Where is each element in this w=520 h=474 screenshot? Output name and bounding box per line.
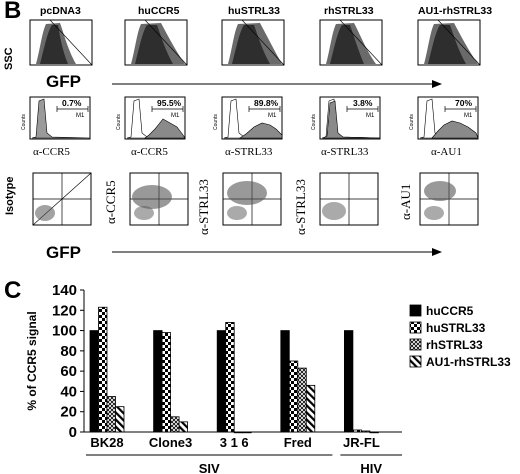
bar-huccr5 <box>89 330 99 433</box>
ssc-plot-4 <box>319 19 383 66</box>
bar-rhstrl33 <box>233 431 244 434</box>
x-category-label: JR-FL <box>343 435 380 450</box>
x-category-label: BK28 <box>90 435 123 450</box>
hist-2-ylabel: Counts <box>116 114 122 130</box>
bar-hustrl33 <box>352 429 362 433</box>
dotplot-4-ylabel: α-STRL33 <box>293 179 308 235</box>
dotplot-2 <box>129 172 189 226</box>
dotplot-5-ylabel: α-AU1 <box>398 183 413 220</box>
y-tick-label: 60 <box>60 363 77 380</box>
bar-chart: 0 20 40 60 80 100 120 140 % of CCR5 signal BK28 Cl… <box>25 282 511 474</box>
bar-hustrl33 <box>98 306 108 433</box>
hist-1-gate: M1 <box>76 113 85 119</box>
hist-3-gate: M1 <box>268 113 277 119</box>
hist-2-gate: M1 <box>171 113 180 119</box>
panel-c-letter: C <box>4 277 22 304</box>
hist-4-ylabel: Counts <box>311 114 317 130</box>
x-category-label: Fred <box>284 435 312 450</box>
hist-3-xlabel: α-STRL33 <box>225 146 273 158</box>
sample-label-pcdna3: pcDNA3 <box>40 5 81 17</box>
dotplot-4 <box>319 172 379 226</box>
hist-3-ylabel: Counts <box>213 114 219 130</box>
bar-hustrl33 <box>161 332 172 433</box>
dotplot-plots <box>32 172 479 256</box>
legend-swatch <box>409 338 422 351</box>
dotplot-3-ylabel: α-STRL33 <box>196 179 211 235</box>
sample-label-au1-rhstrl33: AU1-rhSTRL33 <box>418 5 493 17</box>
gfp-axis-label-top: GFP <box>46 72 81 91</box>
ssc-plot-3 <box>221 19 285 66</box>
hist-3-percent: 89.8% <box>254 98 279 108</box>
bar-hustrl33 <box>288 360 299 433</box>
dotplot-1-ylabel: Isotype <box>4 176 16 215</box>
legend-swatch <box>409 355 422 368</box>
y-tick-label: 140 <box>52 282 77 299</box>
hist-4-xlabel: α-STRL33 <box>321 146 369 158</box>
ssc-plot-1 <box>29 19 93 66</box>
hist-5-ylabel: Counts <box>409 114 415 130</box>
bar-rhstrl33 <box>170 416 180 433</box>
ssc-plot-5 <box>417 19 481 66</box>
y-axis-title: % of CCR5 signal <box>25 311 39 410</box>
hist-5-xlabel: α-AU1 <box>431 146 462 158</box>
bar-rhstrl33 <box>360 430 371 433</box>
y-tick-label: 120 <box>52 302 77 319</box>
legend-label: rhSTRL33 <box>426 338 483 352</box>
bar-huccr5 <box>343 330 354 433</box>
gfp-arrow-head-bottom <box>432 248 442 256</box>
histogram-1 <box>29 96 91 140</box>
bar-huccr5 <box>153 330 163 433</box>
histogram-2 <box>124 96 186 140</box>
hist-2-percent: 95.5% <box>157 98 182 108</box>
hist-1-ylabel: Counts <box>21 114 27 130</box>
hist-4-gate: M1 <box>366 113 375 119</box>
hist-5-gate: M1 <box>464 113 473 119</box>
legend-label: huCCR5 <box>426 304 474 318</box>
histogram-3 <box>221 96 283 140</box>
bar-au1-rhstrl33 <box>115 406 125 433</box>
hist-2-xlabel: α-CCR5 <box>131 146 168 158</box>
y-tick-label: 0 <box>69 424 77 441</box>
sample-label-huccr5: huCCR5 <box>138 5 180 17</box>
ssc-plot-2 <box>124 19 188 66</box>
panel-b-letter: B <box>4 0 22 24</box>
y-tick-label: 40 <box>60 383 77 400</box>
y-tick-label: 20 <box>60 404 77 421</box>
y-tick-label: 80 <box>60 343 77 360</box>
dotplot-2-ylabel: α-CCR5 <box>103 180 118 224</box>
sample-label-rhstrl33: rhSTRL33 <box>324 5 374 17</box>
x-category-label: 3 1 6 <box>220 435 249 450</box>
legend-swatch <box>409 304 422 317</box>
gfp-axis-label-bottom: GFP <box>46 243 81 262</box>
hist-4-percent: 3.8% <box>353 98 373 108</box>
histogram-4 <box>319 96 381 140</box>
bar-hustrl33 <box>225 322 235 433</box>
bar-rhstrl33 <box>297 367 307 433</box>
x-category-label: Clone3 <box>149 435 192 450</box>
histogram-5 <box>417 96 479 140</box>
bar-au1-rhstrl33 <box>242 431 252 434</box>
dotplot-5 <box>419 172 479 226</box>
bar-au1-rhstrl33 <box>305 384 316 433</box>
histogram-plots <box>29 96 479 140</box>
legend-swatch <box>409 321 422 334</box>
sample-label-hustrl33: huSTRL33 <box>228 5 280 17</box>
bar-huccr5 <box>280 330 290 433</box>
hist-5-percent: 70% <box>455 98 473 108</box>
hist-1-percent: 0.7% <box>62 98 82 108</box>
y-tick-label: 100 <box>52 323 77 340</box>
group-label: SIV <box>199 461 220 474</box>
ssc-gfp-plots <box>29 19 481 88</box>
legend-label: huSTRL33 <box>426 321 486 335</box>
legend-label: AU1-rhSTRL33 <box>426 355 511 369</box>
group-label: HIV <box>360 461 382 474</box>
dotplot-1 <box>32 172 92 226</box>
dotplot-3 <box>222 172 282 226</box>
hist-1-xlabel: α-CCR5 <box>33 146 70 158</box>
bar-au1-rhstrl33 <box>178 421 189 433</box>
gfp-arrow-head <box>432 80 442 88</box>
bar-huccr5 <box>216 330 227 433</box>
bar-rhstrl33 <box>106 396 116 433</box>
bar-au1-rhstrl33 <box>369 431 379 434</box>
